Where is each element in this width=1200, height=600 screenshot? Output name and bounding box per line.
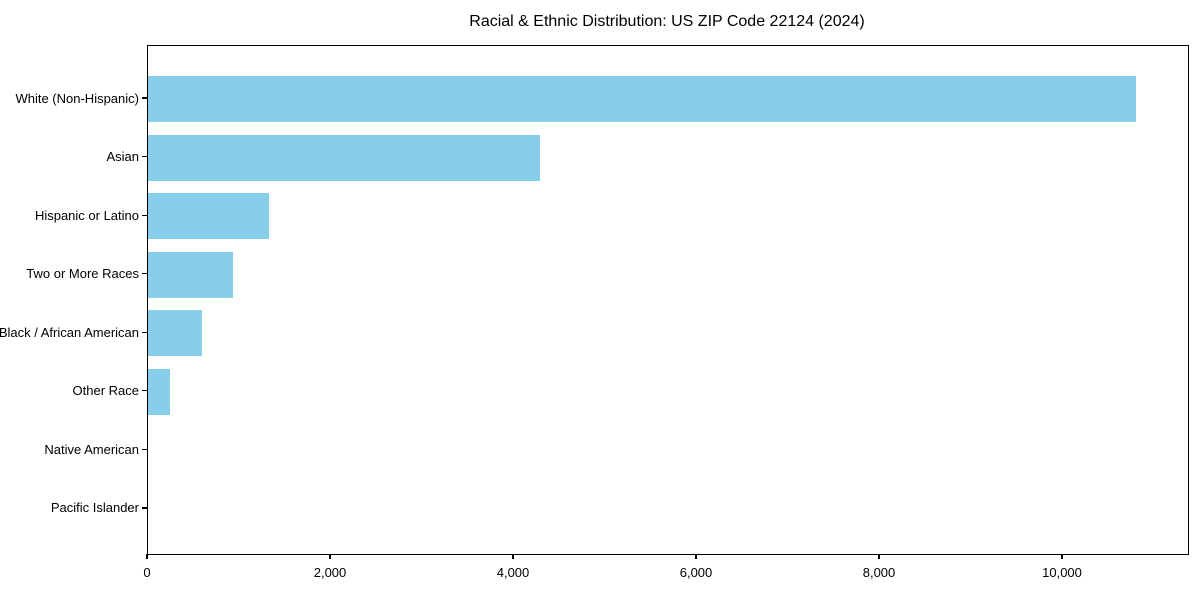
x-tick-label-0: 0 <box>143 565 151 580</box>
y-tick-mark <box>142 97 147 99</box>
y-tick-label-native-american: Native American <box>44 441 139 457</box>
y-tick-label-two-or-more-races: Two or More Races <box>26 266 139 282</box>
bar-two-or-more-races <box>148 251 234 298</box>
y-tick-label-asian: Asian <box>106 149 139 165</box>
y-tick-mark <box>142 507 147 509</box>
y-tick-mark <box>142 214 147 216</box>
x-tick-mark <box>1061 554 1063 559</box>
x-tick-mark <box>878 554 880 559</box>
bar-other-race <box>148 368 170 415</box>
y-tick-label-black-african-american: Black / African American <box>0 324 139 340</box>
y-tick-label-hispanic-or-latino: Hispanic or Latino <box>34 207 139 223</box>
x-tick-label-8-000: 8,000 <box>862 565 896 580</box>
y-tick-mark <box>142 448 147 450</box>
x-tick-label-10-000: 10,000 <box>1042 565 1082 580</box>
bar-black-african-american <box>148 310 202 357</box>
x-tick-label-4-000: 4,000 <box>496 565 530 580</box>
y-tick-mark <box>142 331 147 333</box>
chart-title: Racial & Ethnic Distribution: US ZIP Cod… <box>469 13 865 30</box>
x-tick-mark <box>146 554 148 559</box>
y-tick-label-white-non-hispanic: White (Non-Hispanic) <box>15 90 139 106</box>
y-tick-label-pacific-islander: Pacific Islander <box>50 500 139 516</box>
y-tick-mark <box>142 390 147 392</box>
x-tick-mark <box>512 554 514 559</box>
x-tick-label-6-000: 6,000 <box>679 565 713 580</box>
y-tick-label-other-race: Other Race <box>72 383 139 399</box>
bar-asian <box>148 134 540 181</box>
plot-area <box>147 45 1189 555</box>
bar-white-non-hispanic <box>148 76 1137 122</box>
y-tick-mark <box>142 155 147 158</box>
bar-hispanic-or-latino <box>148 193 269 240</box>
x-tick-mark <box>329 554 331 559</box>
y-tick-mark <box>142 273 147 275</box>
x-tick-mark <box>695 554 697 559</box>
x-tick-label-2-000: 2,000 <box>313 565 347 580</box>
